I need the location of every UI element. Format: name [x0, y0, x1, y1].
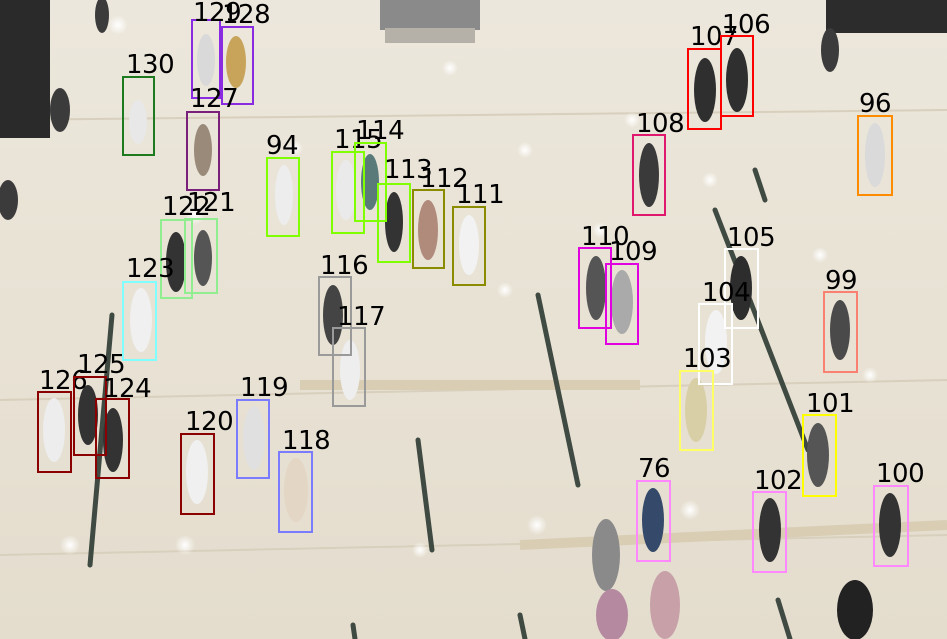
track-id-label: 100: [876, 459, 925, 489]
track-id-label: 101: [806, 389, 855, 419]
track-id-label: 121: [187, 188, 236, 218]
track-id-label: 119: [240, 373, 289, 403]
track-box: [857, 115, 893, 196]
track-box: [266, 157, 300, 237]
pillar-right: [826, 0, 947, 33]
track-box: [632, 134, 666, 216]
track-box: [752, 491, 787, 573]
track-id-label: 120: [185, 407, 234, 437]
track-id-label: 109: [609, 237, 658, 267]
track-id-label: 129: [193, 0, 242, 28]
light-reflections: [60, 15, 878, 558]
track-id-label: 112: [420, 164, 469, 194]
track-id-label: 76: [638, 454, 671, 484]
track-box: [720, 35, 754, 117]
track-box: [698, 303, 733, 385]
track-id-label: 104: [702, 278, 751, 308]
track-box: [332, 327, 366, 407]
track-box: [73, 376, 107, 456]
track-id-label: 111: [456, 180, 505, 210]
track-box: [221, 26, 254, 105]
fountain-fixture: [380, 0, 480, 30]
track-box: [452, 206, 486, 286]
track-id-label: 125: [77, 350, 126, 380]
track-box: [191, 19, 221, 99]
track-id-label: 94: [266, 131, 299, 161]
track-id-label: 130: [126, 50, 175, 80]
track-box: [331, 151, 365, 234]
track-box: [122, 76, 155, 156]
track-box: [278, 451, 313, 533]
track-id-label: 113: [384, 155, 433, 185]
track-box: [318, 276, 352, 356]
track-id-label: 128: [222, 0, 271, 30]
track-box: [354, 142, 387, 222]
track-box: [578, 247, 612, 329]
track-id-label: 117: [337, 302, 386, 332]
track-box: [95, 398, 130, 479]
track-box: [724, 248, 759, 329]
track-box: [184, 218, 218, 294]
track-box: [636, 480, 671, 562]
track-id-label: 99: [825, 266, 858, 296]
track-id-label: 96: [859, 89, 892, 119]
track-id-label: 106: [722, 10, 771, 40]
track-id-label: 126: [39, 366, 88, 396]
track-id-label: 105: [727, 223, 776, 253]
track-id-label: 102: [754, 466, 803, 496]
track-id-label: 108: [636, 109, 685, 139]
track-id-label: 123: [126, 254, 175, 284]
track-box: [412, 189, 445, 269]
floor-stripes: [87, 167, 811, 639]
track-id-label: 103: [683, 344, 732, 374]
track-box: [679, 370, 714, 451]
track-box: [873, 485, 909, 567]
pillar-left: [0, 0, 50, 138]
track-id-label: 114: [356, 116, 405, 146]
track-id-label: 118: [282, 426, 331, 456]
track-box: [122, 281, 157, 361]
track-box: [180, 433, 215, 515]
track-box: [236, 399, 270, 479]
track-id-label: 116: [320, 251, 369, 281]
track-id-label: 115: [334, 125, 383, 155]
track-box: [186, 111, 220, 191]
track-id-label: 127: [190, 84, 239, 114]
track-box: [37, 391, 72, 473]
pedestrians: [0, 0, 901, 639]
track-box: [823, 291, 858, 373]
track-box: [605, 263, 639, 345]
track-id-label: 124: [103, 374, 152, 404]
track-box: [377, 183, 411, 263]
track-id-label: 107: [690, 22, 739, 52]
track-id-label: 110: [581, 222, 630, 252]
track-id-label: 122: [162, 192, 211, 222]
track-box: [802, 414, 837, 497]
track-box: [160, 219, 193, 299]
track-box: [687, 48, 722, 130]
